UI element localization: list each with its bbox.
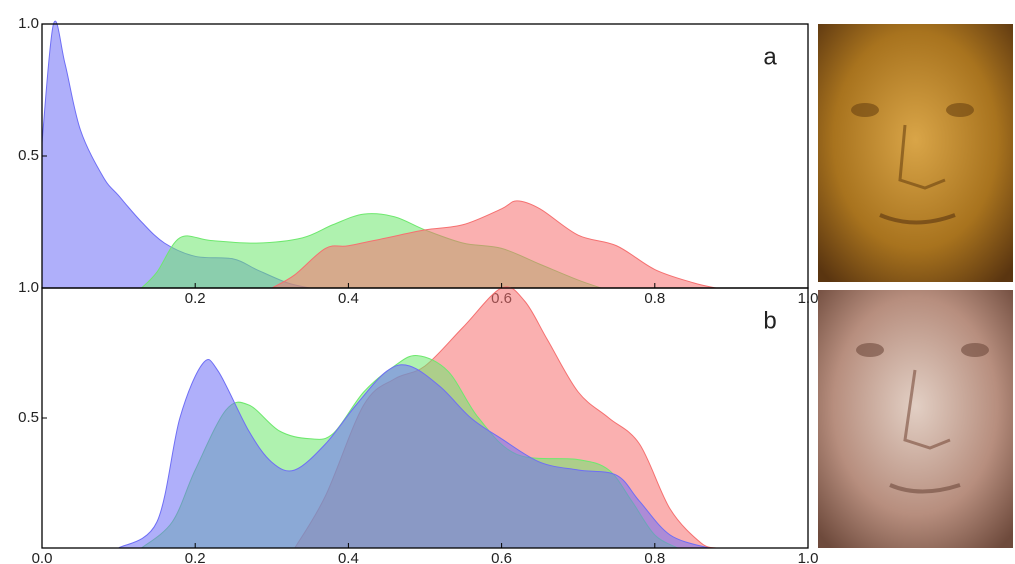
x-tick-label: 0.8 bbox=[644, 290, 665, 307]
face-image-b bbox=[818, 290, 1013, 548]
x-tick-label: 0.8 bbox=[644, 550, 665, 564]
x-tick-label: 1.0 bbox=[798, 550, 819, 564]
y-tick-label: 0.5 bbox=[18, 147, 39, 164]
panel-label: a bbox=[763, 43, 777, 70]
x-tick-label: 0.6 bbox=[491, 550, 512, 564]
face-image-a bbox=[818, 24, 1013, 282]
x-tick-label: 0.0 bbox=[32, 550, 53, 564]
x-tick-label: 0.2 bbox=[185, 550, 206, 564]
density-area bbox=[116, 358, 709, 549]
y-tick-label: 1.0 bbox=[18, 279, 39, 296]
panel-label: b bbox=[763, 307, 776, 334]
y-tick-label: 1.0 bbox=[18, 15, 39, 32]
x-tick-label: 0.2 bbox=[185, 290, 206, 307]
x-tick-label: 0.4 bbox=[338, 550, 359, 564]
y-tick-label: 0.5 bbox=[18, 409, 39, 426]
density-area bbox=[269, 200, 717, 289]
x-tick-label: 0.4 bbox=[338, 290, 359, 307]
